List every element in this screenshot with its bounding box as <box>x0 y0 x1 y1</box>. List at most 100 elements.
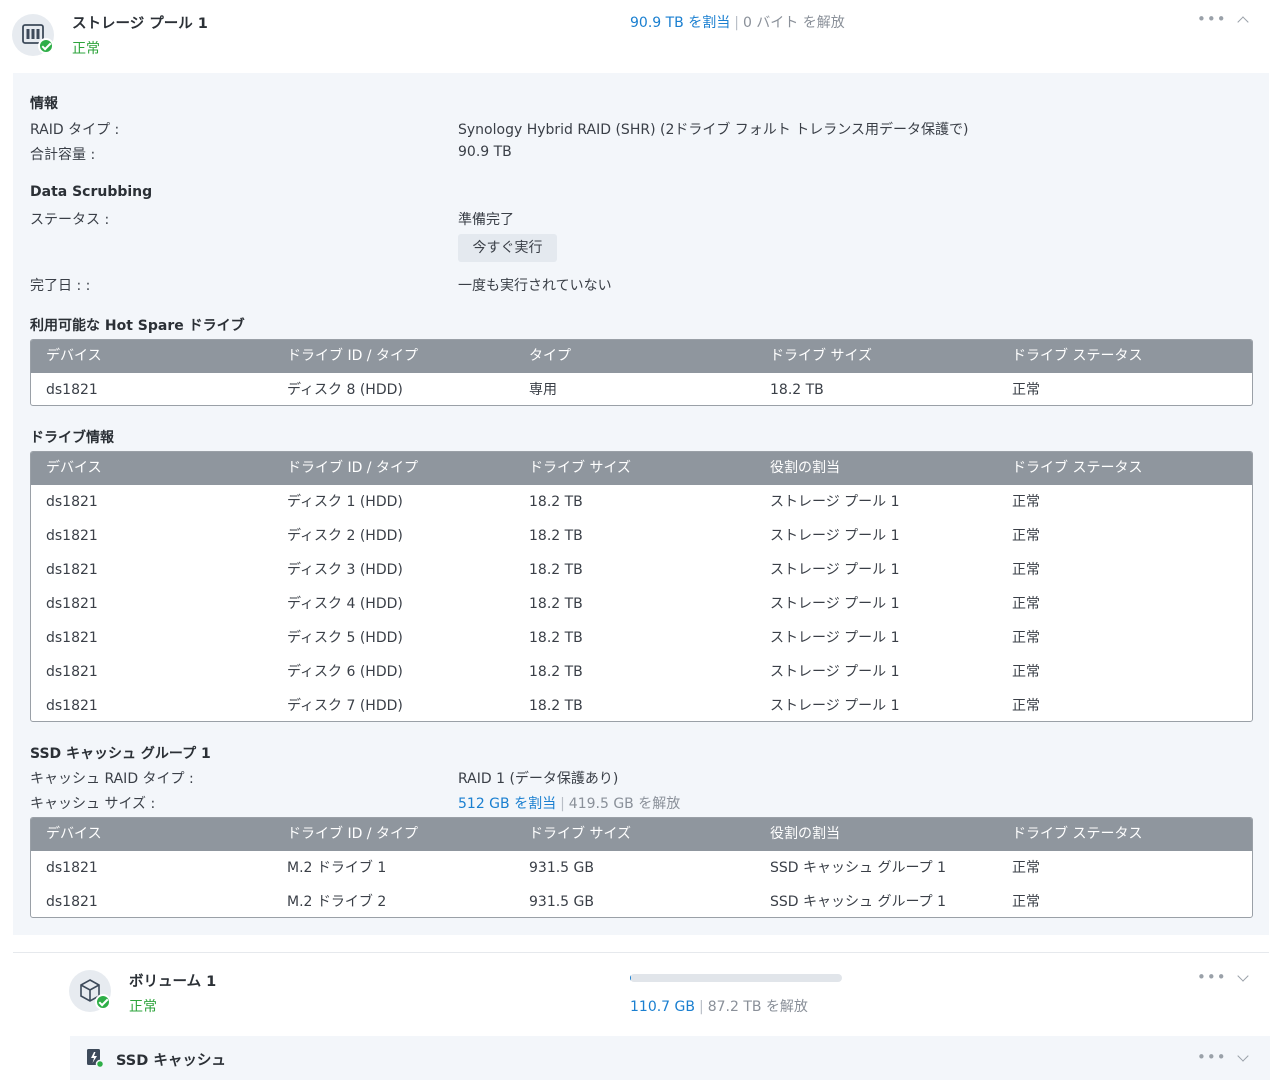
column-header[interactable]: デバイス <box>46 348 102 364</box>
column-header[interactable]: 役割の割当 <box>770 826 840 842</box>
chevron-down-icon[interactable] <box>1237 970 1249 982</box>
size-cell: 18.2 TB <box>529 698 583 714</box>
table-row[interactable]: ds1821 ディスク 8 (HDD) 専用 18.2 TB 正常 <box>31 373 1252 405</box>
ssd-cache-table: デバイス ドライブ ID / タイプ ドライブ サイズ 役割の割当 ドライブ ス… <box>30 817 1253 918</box>
size-cell: 18.2 TB <box>529 562 583 578</box>
more-horizontal-icon[interactable]: ••• <box>1197 1048 1227 1066</box>
column-header[interactable]: ドライブ ステータス <box>1012 826 1143 842</box>
cache-allocated-size: 512 GB を割当 <box>458 796 557 812</box>
scrubbing-status-label: ステータス : <box>30 212 110 228</box>
device-cell: ds1821 <box>46 494 98 510</box>
volume-free-size: 87.2 TB を解放 <box>707 999 808 1015</box>
status-cell: 正常 <box>1012 860 1040 876</box>
device-cell: ds1821 <box>46 630 98 646</box>
volume-used-size: 110.7 GB <box>630 999 695 1015</box>
storage-pool-header[interactable]: ストレージ プール 1 正常 90.9 TB を割当 | 0 バイト を解放 ••• <box>0 0 1280 72</box>
column-header[interactable]: ドライブ サイズ <box>770 348 873 364</box>
more-horizontal-icon[interactable]: ••• <box>1197 968 1227 986</box>
allocation-separator: | <box>560 796 565 812</box>
drive-id-cell: ディスク 7 (HDD) <box>287 698 403 714</box>
column-header[interactable]: デバイス <box>46 826 102 842</box>
table-row[interactable]: ds1821 ディスク 5 (HDD) 18.2 TB ストレージ プール 1 … <box>31 621 1252 655</box>
table-header: デバイス ドライブ ID / タイプ ドライブ サイズ 役割の割当 ドライブ ス… <box>31 452 1252 485</box>
device-cell: ds1821 <box>46 860 98 876</box>
table-row[interactable]: ds1821 ディスク 6 (HDD) 18.2 TB ストレージ プール 1 … <box>31 655 1252 689</box>
column-header[interactable]: ドライブ ID / タイプ <box>287 826 418 842</box>
role-cell: ストレージ プール 1 <box>770 528 900 544</box>
raid-type-label: RAID タイプ : <box>30 122 120 138</box>
info-section-title: 情報 <box>30 96 58 112</box>
total-capacity-label: 合計容量 : <box>30 147 96 163</box>
role-cell: SSD キャッシュ グループ 1 <box>770 894 946 910</box>
size-cell: 18.2 TB <box>529 630 583 646</box>
device-cell: ds1821 <box>46 894 98 910</box>
column-header[interactable]: ドライブ ステータス <box>1012 348 1143 364</box>
size-cell: 18.2 TB <box>529 664 583 680</box>
status-cell: 正常 <box>1012 664 1040 680</box>
table-row[interactable]: ds1821 ディスク 4 (HDD) 18.2 TB ストレージ プール 1 … <box>31 587 1252 621</box>
drive-id-cell: ディスク 4 (HDD) <box>287 596 403 612</box>
drive-id-cell: ディスク 5 (HDD) <box>287 630 403 646</box>
drive-id-cell: ディスク 6 (HDD) <box>287 664 403 680</box>
device-cell: ds1821 <box>46 596 98 612</box>
volume-icon <box>69 970 111 1012</box>
drive-info-table: デバイス ドライブ ID / タイプ ドライブ サイズ 役割の割当 ドライブ ス… <box>30 451 1253 722</box>
section-divider <box>13 952 1269 953</box>
table-row[interactable]: ds1821 ディスク 1 (HDD) 18.2 TB ストレージ プール 1 … <box>31 485 1252 519</box>
total-capacity-value: 90.9 TB <box>458 144 512 160</box>
column-header[interactable]: ドライブ サイズ <box>529 826 632 842</box>
status-cell: 正常 <box>1012 528 1040 544</box>
drive-info-section-title: ドライブ情報 <box>30 430 114 446</box>
column-header[interactable]: デバイス <box>46 460 102 476</box>
size-cell: 18.2 TB <box>529 596 583 612</box>
column-header[interactable]: ドライブ ID / タイプ <box>287 460 418 476</box>
drive-id-cell: ディスク 2 (HDD) <box>287 528 403 544</box>
role-cell: ストレージ プール 1 <box>770 562 900 578</box>
completed-date-value: 一度も実行されていない <box>458 278 612 294</box>
status-cell: 正常 <box>1012 382 1040 398</box>
free-size: 0 バイト を解放 <box>742 15 845 31</box>
role-cell: SSD キャッシュ グループ 1 <box>770 860 946 876</box>
ssd-cache-row[interactable]: SSD キャッシュ ••• <box>70 1036 1270 1080</box>
hot-spare-table: デバイス ドライブ ID / タイプ タイプ ドライブ サイズ ドライブ ステー… <box>30 339 1253 406</box>
volume-title[interactable]: ボリューム 1 <box>129 974 217 990</box>
chevron-up-icon[interactable] <box>1237 16 1249 28</box>
cache-raid-type-value: RAID 1 (データ保護あり) <box>458 771 619 787</box>
drive-id-cell: ディスク 1 (HDD) <box>287 494 403 510</box>
table-row[interactable]: ds1821 M.2 ドライブ 1 931.5 GB SSD キャッシュ グルー… <box>31 851 1252 885</box>
table-row[interactable]: ds1821 ディスク 7 (HDD) 18.2 TB ストレージ プール 1 … <box>31 689 1252 721</box>
storage-pool-status: 正常 <box>72 41 100 57</box>
table-row[interactable]: ds1821 M.2 ドライブ 2 931.5 GB SSD キャッシュ グルー… <box>31 885 1252 917</box>
device-cell: ds1821 <box>46 382 98 398</box>
cache-raid-type-label: キャッシュ RAID タイプ : <box>30 771 194 787</box>
column-header[interactable]: 役割の割当 <box>770 460 840 476</box>
role-cell: ストレージ プール 1 <box>770 494 900 510</box>
ssd-cache-group-section-title: SSD キャッシュ グループ 1 <box>30 746 211 762</box>
table-header: デバイス ドライブ ID / タイプ ドライブ サイズ 役割の割当 ドライブ ス… <box>31 818 1252 851</box>
storage-pool-title: ストレージ プール 1 <box>72 16 208 32</box>
column-header[interactable]: ドライブ サイズ <box>529 460 632 476</box>
volume-usage-bar <box>630 974 842 982</box>
column-header[interactable]: タイプ <box>529 348 571 364</box>
device-cell: ds1821 <box>46 528 98 544</box>
column-header[interactable]: ドライブ ID / タイプ <box>287 348 418 364</box>
table-row[interactable]: ds1821 ディスク 2 (HDD) 18.2 TB ストレージ プール 1 … <box>31 519 1252 553</box>
size-cell: 18.2 TB <box>529 494 583 510</box>
check-icon <box>95 994 111 1010</box>
chevron-down-icon[interactable] <box>1237 1050 1249 1062</box>
size-cell: 18.2 TB <box>529 528 583 544</box>
scrubbing-status-value: 準備完了 <box>458 212 514 228</box>
table-row[interactable]: ds1821 ディスク 3 (HDD) 18.2 TB ストレージ プール 1 … <box>31 553 1252 587</box>
run-now-button[interactable]: 今すぐ実行 <box>458 234 557 262</box>
cache-size-label: キャッシュ サイズ : <box>30 796 156 812</box>
status-cell: 正常 <box>1012 562 1040 578</box>
storage-pool-icon <box>12 14 54 56</box>
device-cell: ds1821 <box>46 562 98 578</box>
cache-size-value: 512 GB を割当 | 419.5 GB を解放 <box>458 793 680 813</box>
more-horizontal-icon[interactable]: ••• <box>1197 10 1227 28</box>
column-header[interactable]: ドライブ ステータス <box>1012 460 1143 476</box>
storage-pool-allocation: 90.9 TB を割当 | 0 バイト を解放 <box>630 12 845 32</box>
device-cell: ds1821 <box>46 664 98 680</box>
type-cell: 専用 <box>529 382 557 398</box>
role-cell: ストレージ プール 1 <box>770 596 900 612</box>
